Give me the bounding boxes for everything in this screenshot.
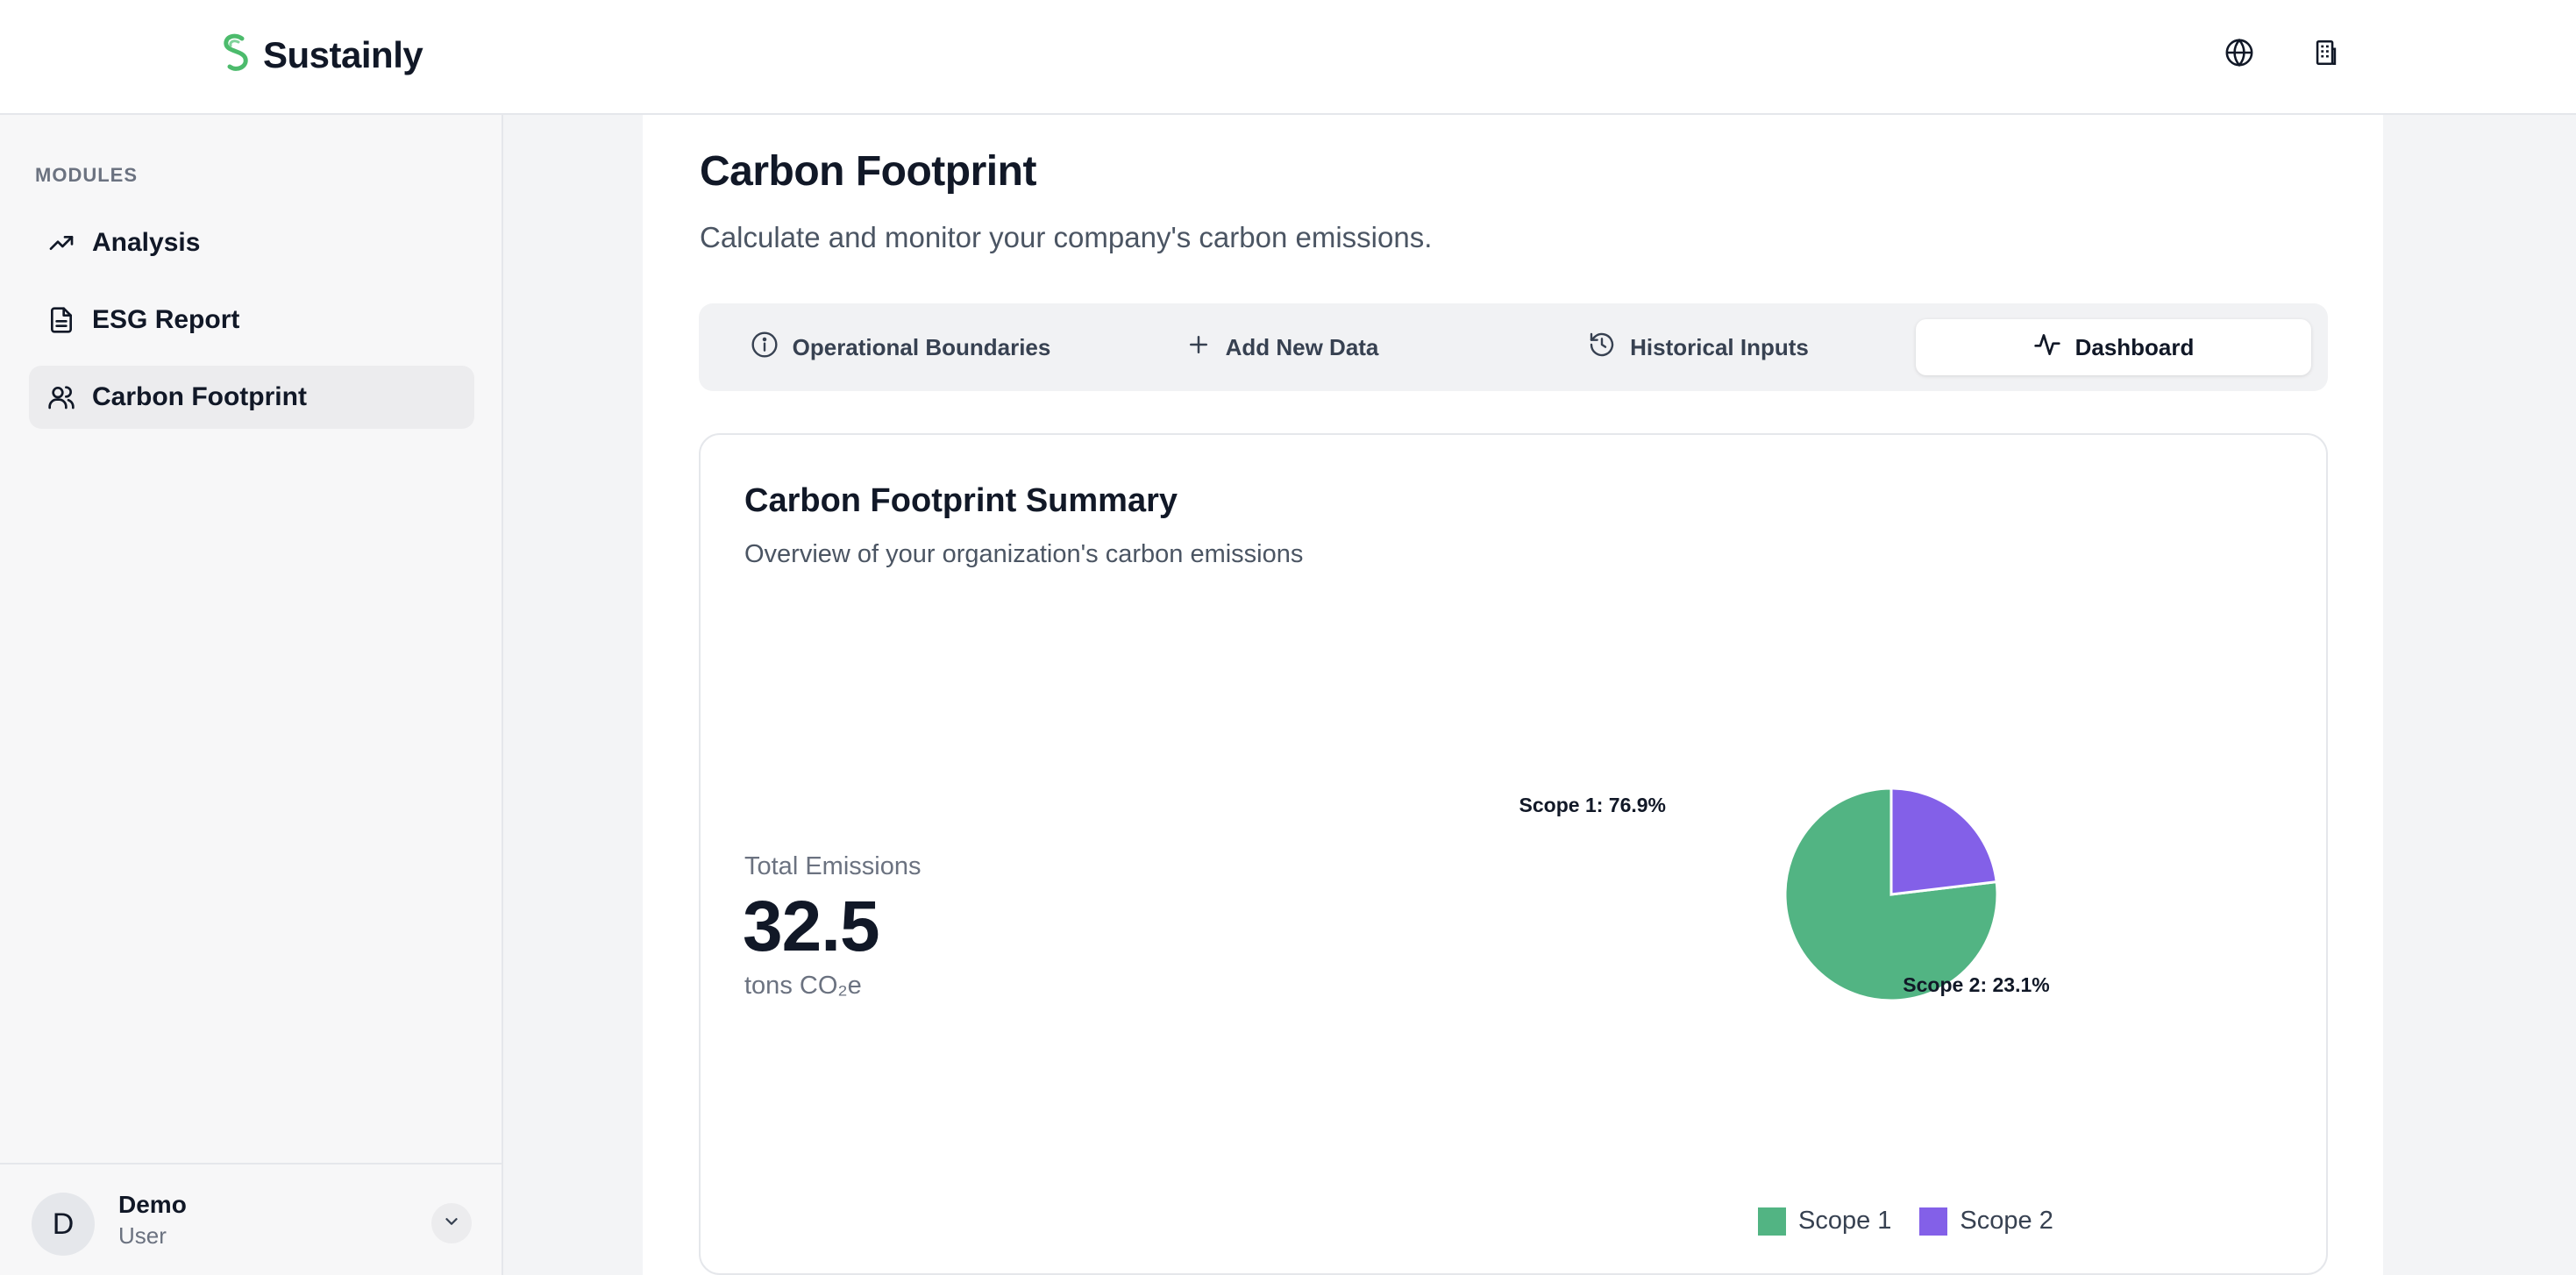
page-title: Carbon Footprint [700, 148, 1036, 195]
globe-icon[interactable] [2222, 35, 2257, 70]
trending-up-icon [46, 228, 76, 258]
legend-item-scope-1[interactable]: Scope 1 [1758, 1207, 1891, 1236]
activity-icon [2033, 331, 2061, 365]
legend-label: Scope 2 [1960, 1207, 2053, 1235]
history-icon [1588, 331, 1616, 365]
tab-label: Add New Data [1225, 333, 1379, 360]
user-name: Demo [118, 1191, 187, 1218]
tab-label: Historical Inputs [1630, 333, 1809, 360]
total-emissions-unit: tons CO₂e [744, 972, 862, 1000]
tab-historical-inputs[interactable]: Historical Inputs [1567, 319, 1830, 375]
page-subtitle: Calculate and monitor your company's car… [700, 221, 1433, 253]
pie-slice-scope-2[interactable] [1889, 787, 1998, 896]
sustainly-logo-icon [219, 32, 253, 78]
tab-operational-boundaries[interactable]: Operational Boundaries [743, 319, 1058, 375]
sidebar-item-carbon-footprint[interactable]: Carbon Footprint [29, 366, 474, 429]
tab-label: Operational Boundaries [792, 333, 1051, 360]
total-emissions-label: Total Emissions [744, 852, 922, 880]
sidebar-item-analysis[interactable]: Analysis [29, 211, 474, 274]
sidebar-section-label: MODULES [35, 164, 138, 186]
users-icon [46, 382, 76, 412]
sidebar-item-label: Carbon Footprint [92, 382, 307, 411]
top-bar: Sustainly [0, 0, 2576, 115]
sidebar-item-esg-report[interactable]: ESG Report [29, 288, 474, 352]
tab-label: Dashboard [2074, 333, 2195, 360]
app-name: Sustainly [263, 33, 423, 75]
pie-label-scope-2: Scope 2: 23.1% [1903, 973, 2049, 996]
sidebar-item-label: Analysis [92, 228, 201, 257]
chart-legend: Scope 1 Scope 2 [1758, 1207, 2053, 1236]
plus-icon [1185, 331, 1212, 364]
summary-card: Carbon Footprint Summary Overview of you… [699, 433, 2328, 1275]
avatar: D [32, 1193, 95, 1256]
card-title: Carbon Footprint Summary [744, 482, 1178, 519]
user-role: User [118, 1222, 167, 1249]
tab-add-new-data[interactable]: Add New Data [1163, 319, 1400, 375]
document-icon [46, 305, 76, 335]
user-menu-toggle[interactable] [431, 1203, 472, 1243]
legend-label: Scope 1 [1798, 1207, 1892, 1235]
pie-label-scope-1: Scope 1: 76.9% [1519, 794, 1666, 816]
tab-dashboard[interactable]: Dashboard [1916, 319, 2311, 375]
legend-item-scope-2[interactable]: Scope 2 [1919, 1207, 2053, 1236]
info-icon [751, 331, 779, 365]
emissions-pie-chart: Scope 1: 76.9% Scope 2: 23.1% [1519, 787, 2050, 1002]
user-menu[interactable]: D Demo User [0, 1163, 502, 1275]
legend-swatch [1758, 1207, 1786, 1236]
chevron-down-icon [442, 1212, 461, 1236]
legend-swatch [1919, 1207, 1948, 1236]
card-subtitle: Overview of your organization's carbon e… [744, 540, 1304, 568]
total-emissions-value: 32.5 [743, 887, 880, 966]
building-icon[interactable] [2309, 35, 2344, 70]
sidebar-item-label: ESG Report [92, 305, 240, 334]
tab-bar: Operational Boundaries Add New Data Hist… [699, 303, 2328, 391]
sidebar: MODULES Analysis ESG Report Carbon Footp… [0, 115, 503, 1275]
brand[interactable]: Sustainly [219, 32, 423, 78]
